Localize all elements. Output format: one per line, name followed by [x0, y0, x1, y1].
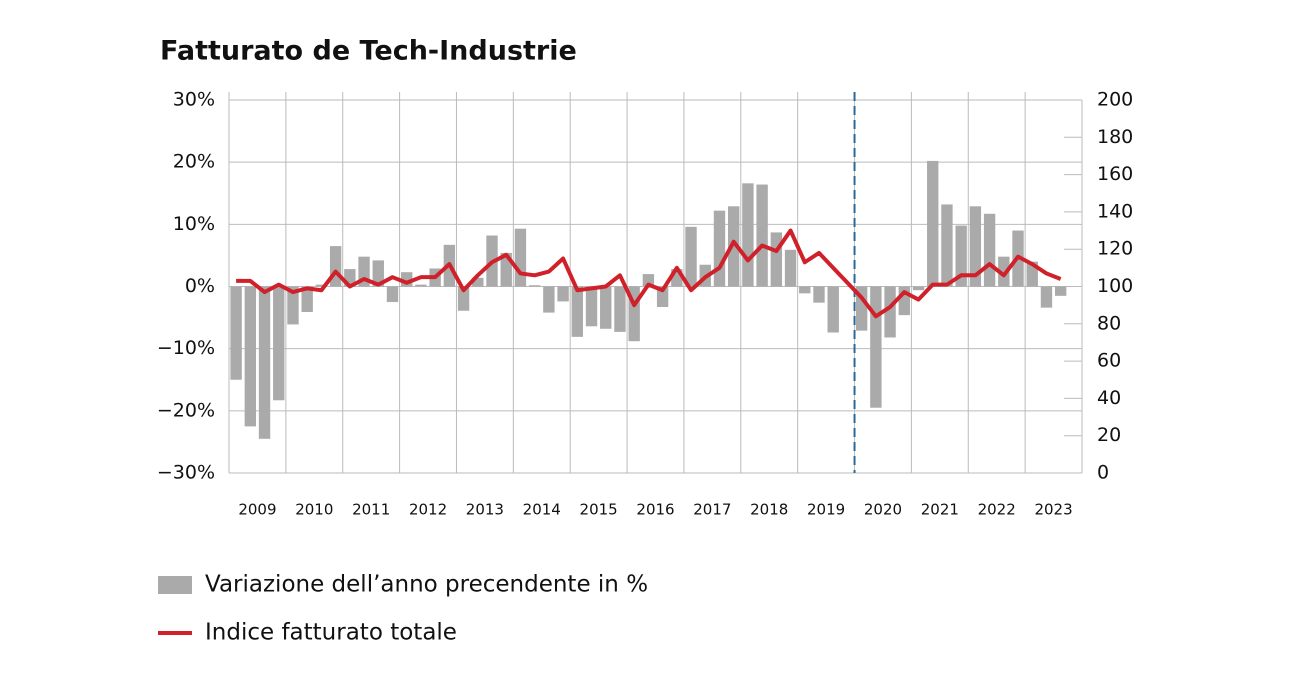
bar — [941, 204, 953, 287]
y-tick-label: 30% — [173, 89, 215, 111]
bar — [685, 226, 697, 287]
y-tick-label: −10% — [157, 337, 215, 359]
bar — [1054, 286, 1067, 296]
bar — [813, 286, 825, 303]
bar — [756, 184, 768, 287]
bar — [998, 256, 1010, 287]
bar — [912, 286, 925, 291]
bar — [656, 286, 669, 308]
bar — [301, 286, 313, 312]
x-tick-label: 2021 — [921, 501, 959, 519]
bar — [742, 183, 754, 287]
x-tick-label: 2009 — [238, 501, 276, 519]
bar — [372, 260, 384, 287]
y2-tick-label: 180 — [1097, 126, 1133, 148]
bar — [784, 249, 797, 287]
legend-label: Indice fatturato totale — [205, 620, 457, 646]
bar — [955, 225, 967, 287]
bar — [401, 272, 413, 287]
bar — [713, 210, 726, 287]
bar — [870, 286, 882, 408]
bar — [244, 286, 257, 427]
bar — [1026, 261, 1038, 287]
bar — [358, 256, 370, 287]
y-tick-label: 20% — [173, 151, 215, 173]
bar — [500, 252, 512, 287]
line — [236, 228, 1062, 319]
bar — [898, 286, 910, 316]
x-tick-label: 2017 — [693, 501, 731, 519]
bar — [457, 286, 470, 311]
bar — [329, 246, 342, 287]
x-tick-label: 2011 — [352, 501, 390, 519]
y2-tick-label: 100 — [1097, 275, 1133, 297]
y2-tick-label: 120 — [1097, 238, 1133, 260]
bar — [273, 286, 285, 401]
bar — [386, 286, 399, 303]
y-tick-label: −20% — [157, 399, 215, 421]
x-tick-label: 2015 — [580, 501, 618, 519]
y-tick-label: 10% — [173, 213, 215, 235]
y2-tick-label: 40 — [1097, 387, 1121, 409]
bar — [855, 286, 868, 331]
bar — [884, 286, 896, 338]
bar — [770, 232, 783, 287]
bar — [927, 160, 939, 287]
legend-swatch — [158, 576, 192, 594]
y-tick-label: −30% — [157, 462, 215, 484]
bar — [344, 269, 356, 287]
bar — [472, 277, 484, 287]
x-tick-label: 2016 — [636, 501, 674, 519]
chart-title: Fatturato de Tech-Industrie — [160, 36, 577, 67]
bar — [415, 284, 427, 287]
x-tick-label: 2019 — [807, 501, 845, 519]
y-tick-label: 0% — [185, 275, 215, 297]
bar — [728, 206, 740, 287]
bar — [230, 286, 242, 380]
x-tick-label: 2013 — [466, 501, 504, 519]
bar — [585, 286, 598, 327]
x-tick-label: 2010 — [295, 501, 333, 519]
bar — [969, 206, 982, 287]
bar — [571, 286, 583, 337]
bar — [671, 269, 683, 287]
y2-tick-label: 0 — [1097, 462, 1109, 484]
y2-tick-label: 140 — [1097, 200, 1133, 222]
bar — [827, 286, 839, 333]
x-tick-label: 2014 — [523, 501, 561, 519]
bar — [315, 284, 328, 287]
x-tick-label: 2018 — [750, 501, 788, 519]
bar — [557, 286, 569, 302]
bar — [543, 286, 555, 313]
y2-tick-label: 60 — [1097, 350, 1121, 372]
bar — [628, 286, 640, 342]
bar — [514, 228, 527, 287]
bar — [528, 285, 541, 287]
y2-tick-label: 160 — [1097, 163, 1133, 185]
x-tick-label: 2023 — [1034, 501, 1072, 519]
y2-tick-label: 200 — [1097, 89, 1133, 111]
legend-label: Variazione dell’anno precendente in % — [205, 572, 648, 598]
bar — [983, 213, 996, 287]
x-tick-label: 2020 — [864, 501, 902, 519]
x-tick-label: 2012 — [409, 501, 447, 519]
bar — [642, 274, 655, 287]
y2-tick-label: 20 — [1097, 424, 1121, 446]
bar — [287, 286, 299, 325]
bar — [799, 286, 811, 294]
bar — [600, 286, 612, 329]
x-tick-label: 2022 — [978, 501, 1016, 519]
bar — [614, 286, 626, 332]
y2-tick-label: 80 — [1097, 312, 1121, 334]
bar — [1040, 286, 1053, 308]
bar — [258, 286, 271, 439]
